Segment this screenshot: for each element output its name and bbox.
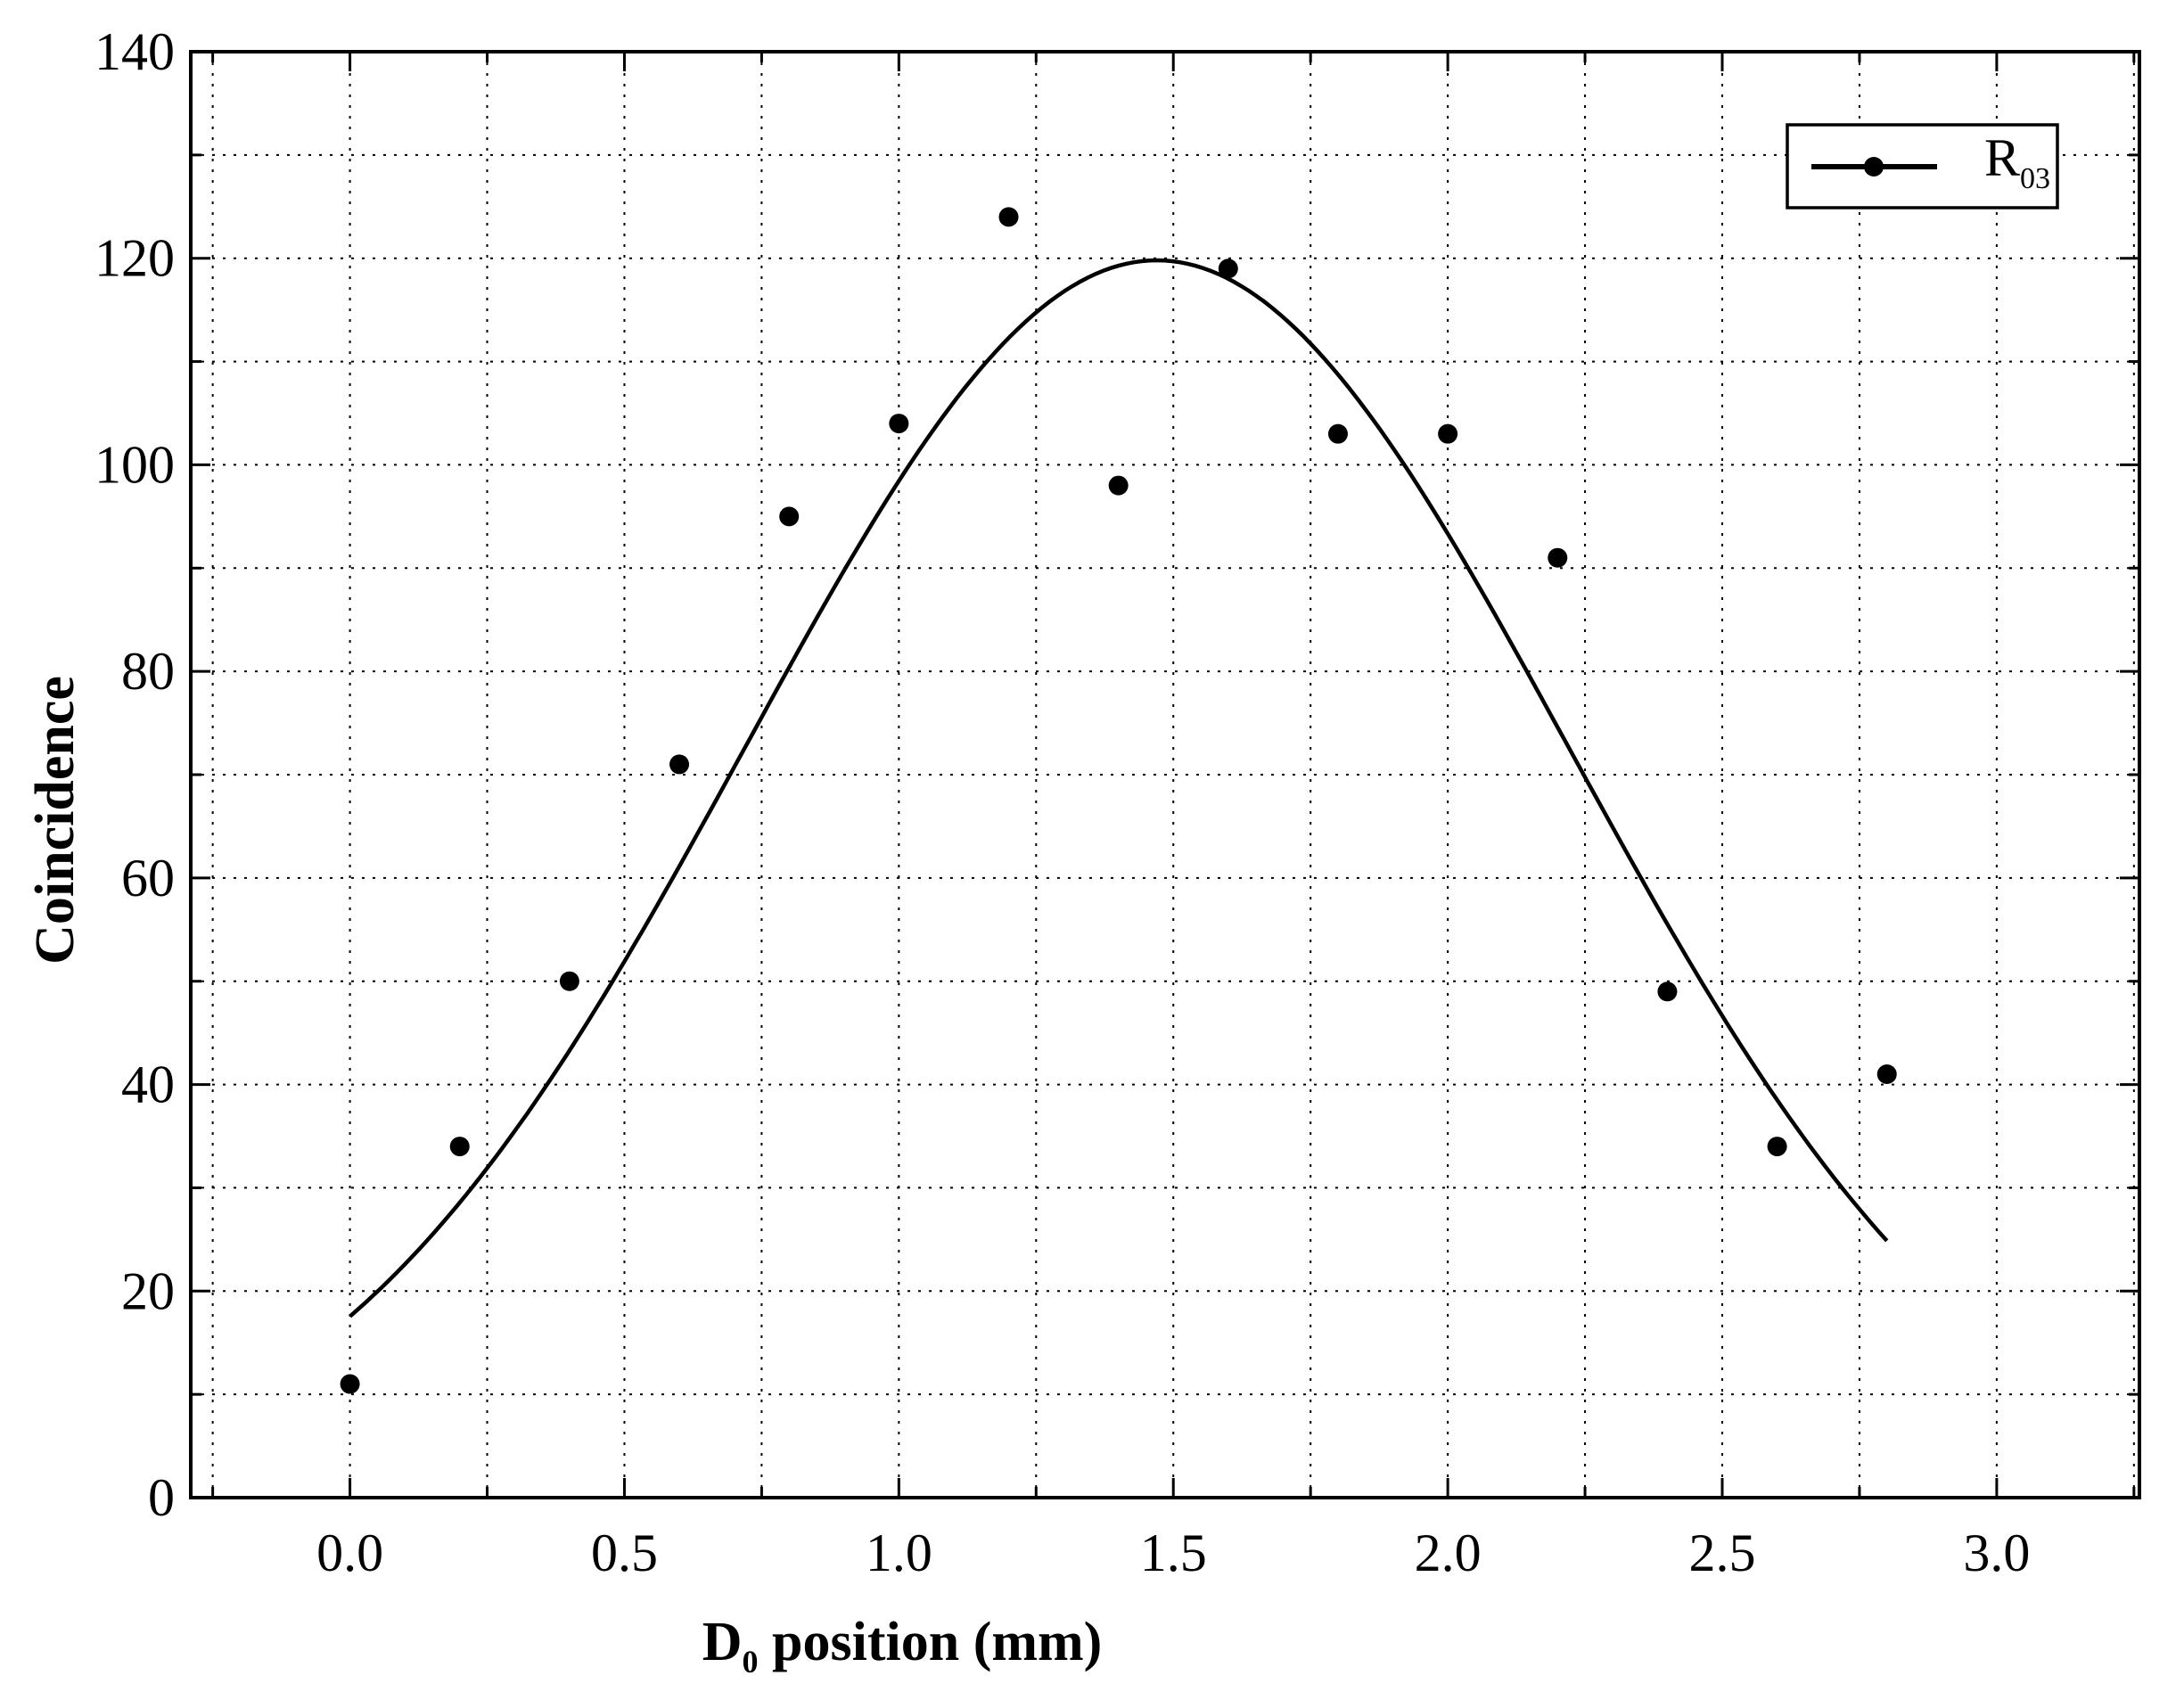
y-tick-label: 40 <box>121 1055 175 1114</box>
x-axis-title: D0 position (mm) <box>702 1612 1103 1679</box>
x-tick-label: 1.0 <box>866 1523 932 1582</box>
data-point <box>669 754 690 775</box>
data-points <box>340 207 1897 1394</box>
y-tick-label: 120 <box>94 229 175 288</box>
data-point <box>889 414 909 434</box>
y-tick-label: 100 <box>94 435 175 494</box>
legend: R03 <box>1786 123 2059 209</box>
x-tick-label: 3.0 <box>1963 1523 2030 1582</box>
data-point <box>1767 1137 1787 1157</box>
y-axis-title: Coincidence <box>25 676 86 965</box>
y-tick-label: 140 <box>94 22 175 81</box>
x-tick-label: 1.5 <box>1140 1523 1207 1582</box>
data-point <box>1108 475 1129 496</box>
data-point <box>1438 423 1458 444</box>
data-point <box>1657 981 1678 1002</box>
x-tick-label: 2.5 <box>1689 1523 1756 1582</box>
data-point <box>779 506 800 527</box>
data-point <box>340 1374 360 1394</box>
x-tick-label: 0.0 <box>316 1523 383 1582</box>
y-tick-label: 20 <box>121 1261 175 1320</box>
y-tick-label: 60 <box>121 849 175 907</box>
x-tick-label: 2.0 <box>1415 1523 1482 1582</box>
x-tick-label: 0.5 <box>591 1523 658 1582</box>
grid <box>191 52 2139 1498</box>
data-point <box>1548 547 1568 568</box>
fit-curve <box>349 258 1889 1318</box>
data-point <box>1218 259 1238 279</box>
data-point <box>1876 1064 1897 1084</box>
legend-marker <box>1864 157 1884 177</box>
y-tick-labels: 0 20 40 60 80 100 120 140 <box>94 22 175 1527</box>
legend-label: R03 <box>1984 128 2050 195</box>
data-point <box>1327 423 1348 444</box>
y-tick-label: 80 <box>121 642 175 701</box>
data-point <box>998 207 1019 227</box>
data-point <box>559 971 579 991</box>
plot-frame <box>189 50 2141 1499</box>
data-point <box>449 1137 470 1157</box>
x-tick-labels: 0.0 0.5 1.0 1.5 2.0 2.5 3.0 <box>316 1523 2030 1582</box>
y-tick-label: 0 <box>148 1468 175 1527</box>
